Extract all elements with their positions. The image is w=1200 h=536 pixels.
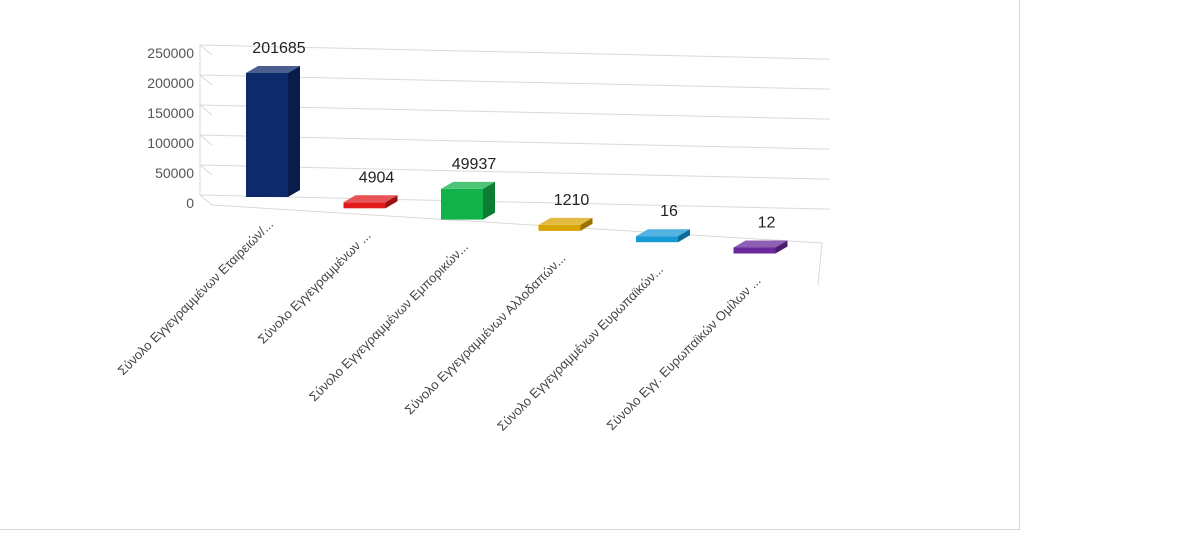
bars (246, 66, 788, 254)
bar-chart-3d: 0 50000 100000 150000 200000 250000 201685 490… (115, 40, 831, 434)
bar (246, 66, 300, 197)
y-tick-label: 250000 (147, 45, 194, 61)
bar-side (385, 195, 398, 209)
bar-top (246, 66, 300, 73)
y-tick-label: 50000 (155, 165, 194, 181)
data-label: 4904 (359, 169, 395, 186)
data-labels: 201685 4904 49937 1210 16 12 (252, 40, 775, 232)
category-label: Σύνολο Εγγεγραμμένων Εταιρειών/... (115, 217, 276, 378)
data-label: 49937 (452, 156, 497, 173)
y-tick-label: 100000 (147, 135, 194, 151)
bar-top (733, 240, 788, 248)
gridline-side (199, 74, 213, 86)
category-labels: Σύνολο Εγγεγραμμένων Εταιρειών/...Σύνολο… (115, 217, 764, 434)
bar-side (775, 240, 788, 254)
gridline (199, 194, 831, 210)
y-tick-label: 200000 (147, 75, 194, 91)
bar-front (441, 188, 483, 220)
bar-front (733, 247, 776, 254)
bar (538, 217, 593, 231)
data-label: 16 (660, 203, 678, 220)
bar-top (538, 217, 593, 225)
bar (733, 240, 788, 254)
bar-front (636, 236, 678, 243)
gridline-side (199, 164, 213, 176)
gridline-side (199, 134, 213, 146)
bar-front (246, 73, 288, 197)
bar (441, 181, 495, 220)
gridline (199, 164, 831, 180)
data-label: 201685 (252, 40, 305, 57)
bar-top (343, 195, 398, 203)
bar-side (288, 66, 300, 197)
gridline-side (199, 44, 213, 56)
gridline (199, 74, 831, 90)
data-label: 12 (758, 215, 776, 232)
bar (636, 229, 690, 243)
bar (343, 195, 398, 209)
y-tick-label: 0 (186, 195, 194, 211)
y-tick-label: 150000 (147, 105, 194, 121)
gridline (199, 104, 831, 120)
bar-top (636, 229, 690, 237)
bar-top (441, 181, 495, 189)
gridlines (199, 44, 831, 286)
bar-side (678, 229, 690, 243)
bar-side (580, 217, 593, 231)
gridline-side (199, 104, 213, 116)
y-axis: 0 50000 100000 150000 200000 250000 (147, 45, 194, 211)
gridline-side (199, 194, 213, 206)
bar-front (343, 202, 386, 209)
floor-edge (211, 204, 823, 286)
gridline (199, 44, 831, 60)
bar-front (538, 224, 581, 231)
gridline (199, 134, 831, 150)
data-label: 1210 (554, 192, 590, 209)
chart-frame: 0 50000 100000 150000 200000 250000 201685 490… (0, 0, 1020, 530)
bar-side (483, 181, 495, 220)
category-label: Σύνολο Εγγεγραμμένων ... (255, 228, 374, 347)
